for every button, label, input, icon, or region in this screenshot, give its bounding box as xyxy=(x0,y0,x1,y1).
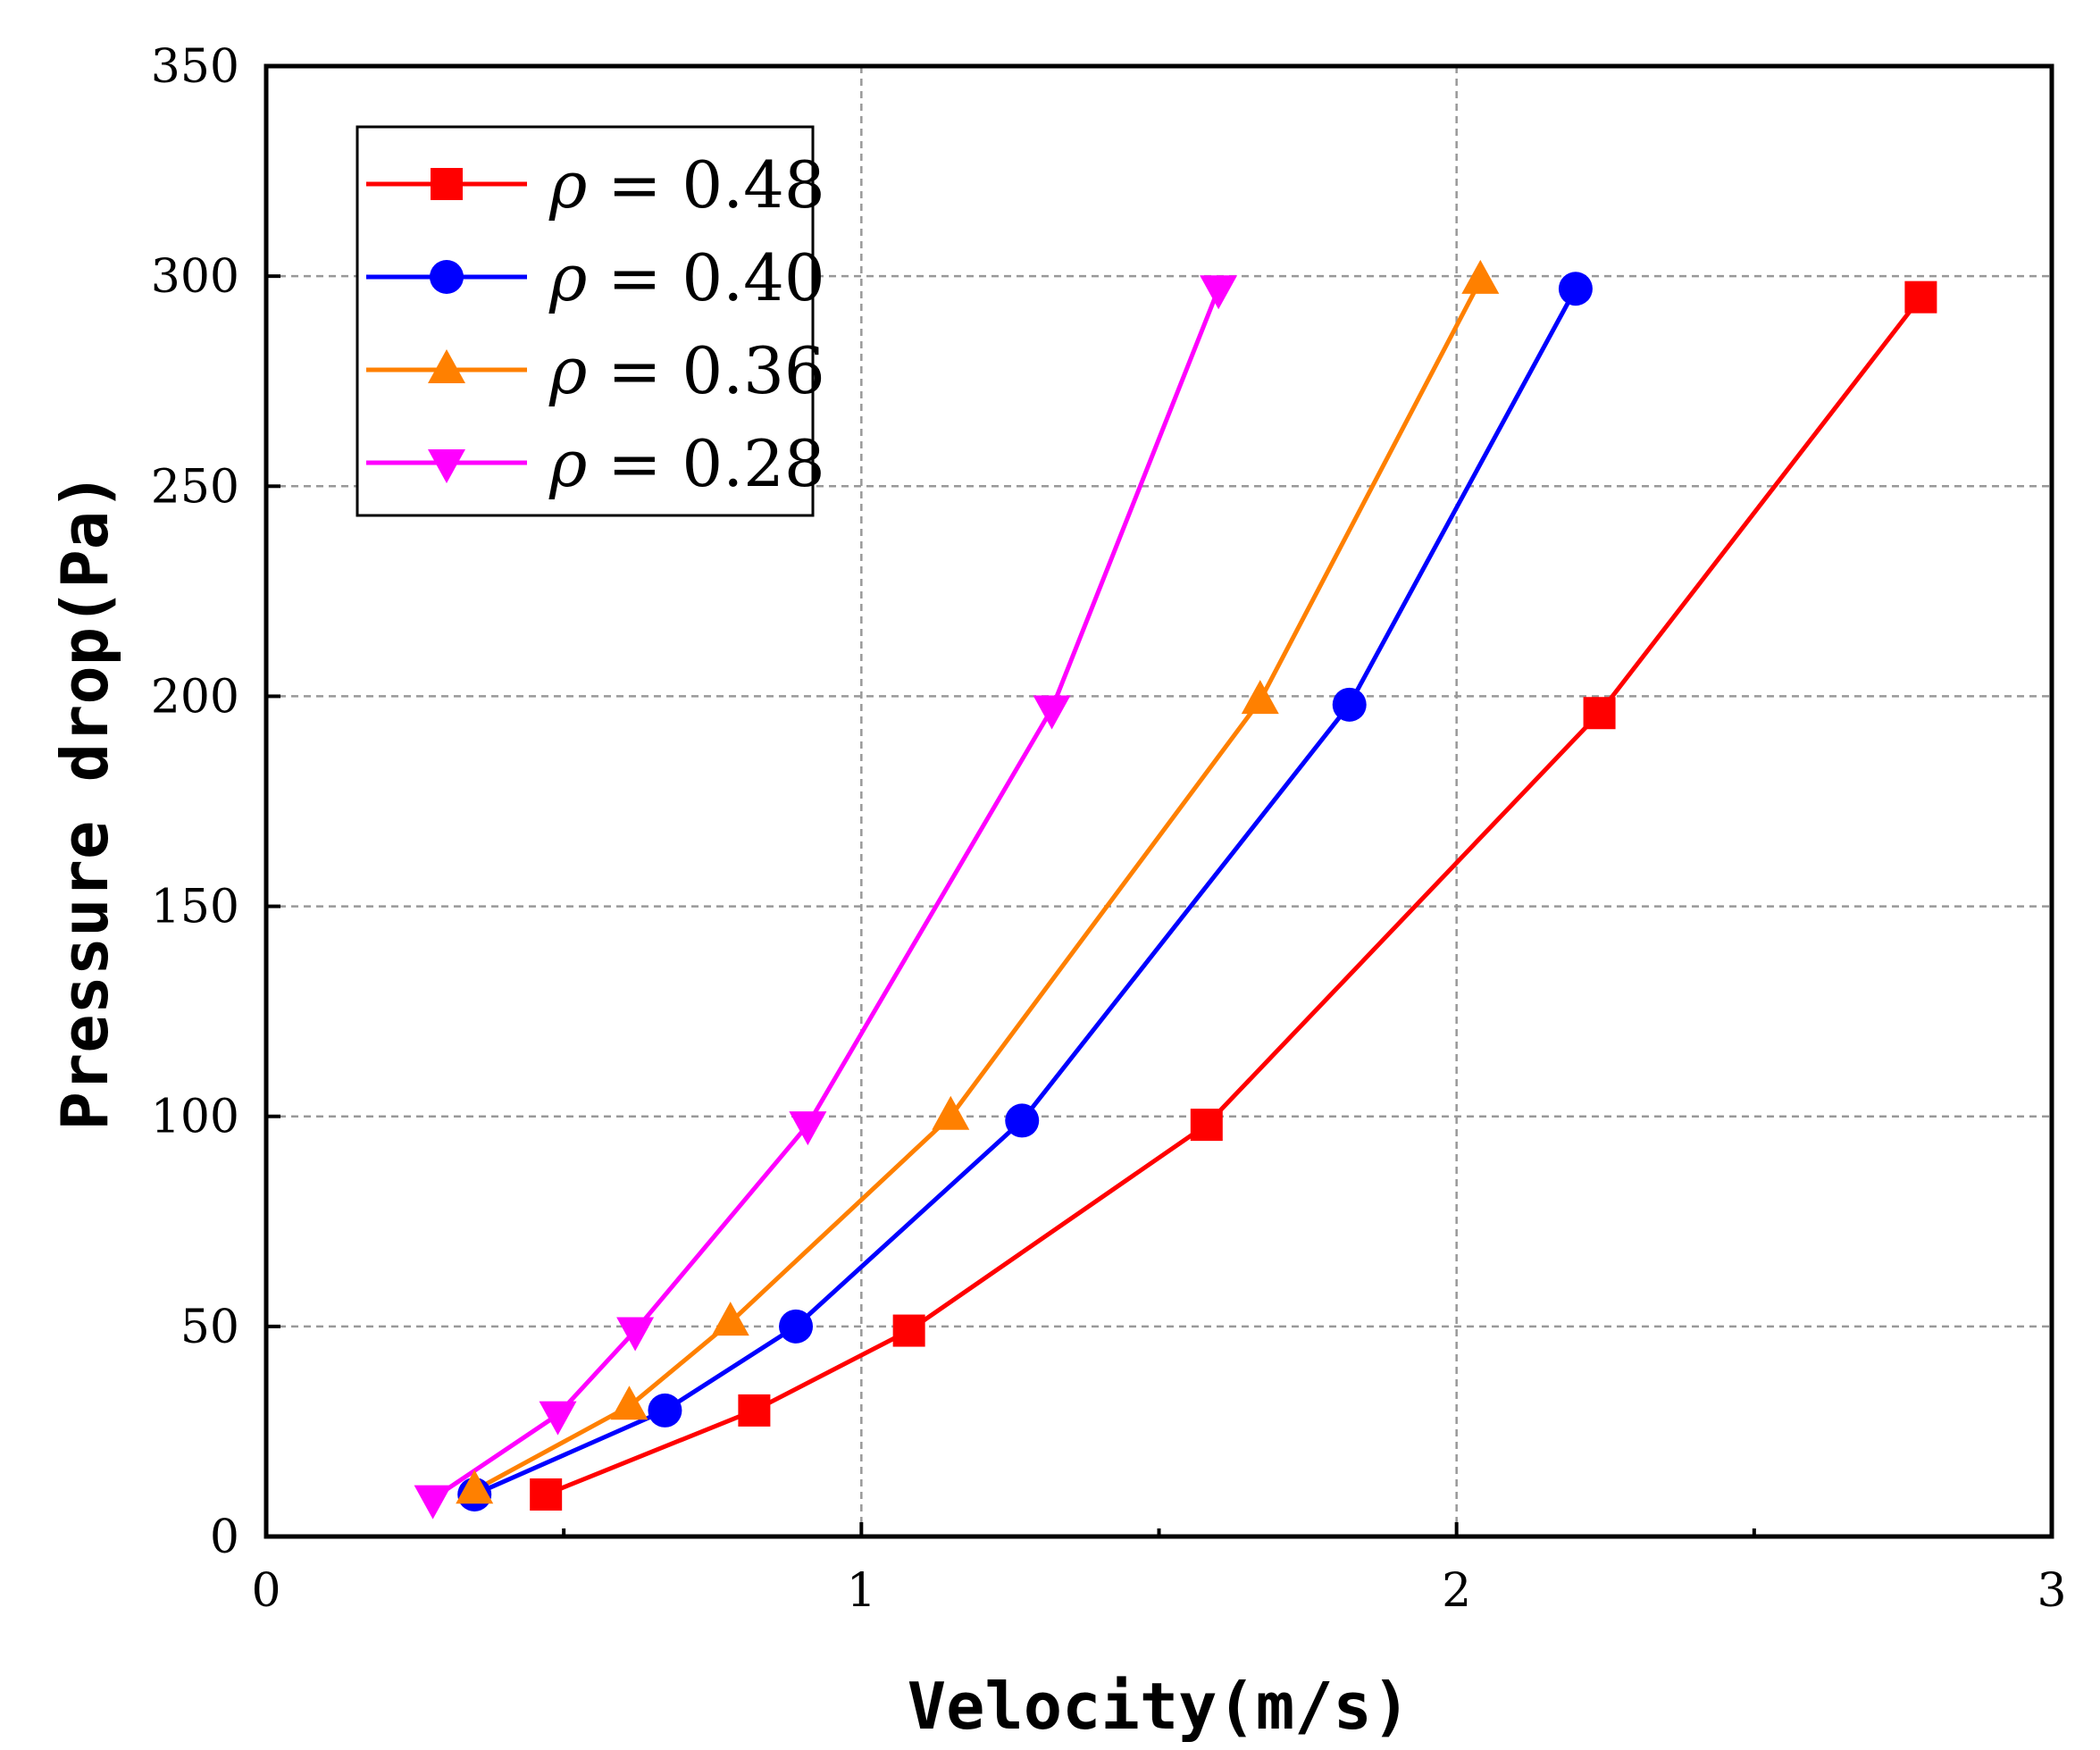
legend-symbol: ρ xyxy=(548,240,587,315)
marker-triangle-up xyxy=(428,349,465,383)
y-axis-title: Pressure drop(Pa) xyxy=(47,473,122,1131)
y-tick-label: 250 xyxy=(151,460,239,514)
marker-square xyxy=(1583,697,1616,730)
legend-symbol: ρ xyxy=(548,426,587,501)
grid-lines xyxy=(266,66,2052,1536)
y-tick-label: 200 xyxy=(151,670,239,724)
marker-triangle-down xyxy=(539,1401,577,1436)
marker-square xyxy=(431,168,463,200)
marker-triangle-up xyxy=(711,1302,749,1336)
x-tick-label: 0 xyxy=(251,1564,280,1618)
marker-triangle-down xyxy=(789,1111,827,1146)
y-tick-label: 350 xyxy=(151,40,239,94)
y-tick-label: 100 xyxy=(151,1091,239,1144)
marker-circle xyxy=(1558,272,1593,306)
x-tick-label: 2 xyxy=(1442,1564,1471,1618)
marker-triangle-up xyxy=(1461,259,1500,294)
legend-label: ρ = 0.40 xyxy=(548,240,825,315)
legend-value: = 0.40 xyxy=(587,240,824,315)
y-tick-label: 150 xyxy=(151,881,239,934)
y-tick-label: 50 xyxy=(180,1301,239,1354)
legend-value: = 0.36 xyxy=(587,333,824,408)
marker-circle xyxy=(779,1309,814,1344)
legend-label: ρ = 0.28 xyxy=(548,426,825,501)
marker-square xyxy=(1904,281,1937,314)
legend: ρ = 0.48ρ = 0.40ρ = 0.36ρ = 0.28 xyxy=(356,125,825,517)
legend-symbol: ρ xyxy=(548,147,587,222)
legend-symbol: ρ xyxy=(548,333,587,408)
marker-triangle-up xyxy=(932,1095,970,1130)
legend-label: ρ = 0.48 xyxy=(548,147,825,222)
plot-frame xyxy=(264,63,2054,1539)
legend-value: = 0.48 xyxy=(587,147,824,222)
marker-square xyxy=(530,1478,563,1511)
legend-label: ρ = 0.36 xyxy=(548,333,825,408)
series-line xyxy=(431,288,1221,1501)
marker-square xyxy=(738,1394,771,1427)
marker-triangle-up xyxy=(610,1386,648,1420)
legend-value: = 0.28 xyxy=(587,426,824,501)
tick-labels: 0 1 2 3 0 50 100 150 200 250 300 350 xyxy=(151,40,2067,1618)
x-tick-label: 1 xyxy=(847,1564,876,1618)
marker-triangle-up xyxy=(1241,680,1279,715)
series-line xyxy=(473,279,1483,1493)
marker-triangle-down xyxy=(616,1317,655,1352)
y-tick-label: 300 xyxy=(151,250,239,304)
marker-circle xyxy=(430,260,464,294)
marker-circle xyxy=(1332,687,1367,722)
marker-triangle-up xyxy=(456,1469,494,1504)
series-line xyxy=(473,288,1578,1497)
series-markers xyxy=(414,259,1937,1520)
marker-triangle-down xyxy=(1200,275,1238,310)
marker-triangle-down xyxy=(428,449,465,483)
marker-triangle-down xyxy=(1033,695,1071,730)
x-tick-label: 3 xyxy=(2037,1564,2066,1618)
marker-circle xyxy=(648,1393,682,1428)
x-axis-title: Velocity(m/s) xyxy=(908,1669,1411,1744)
series-lines xyxy=(431,279,1923,1501)
marker-square xyxy=(1190,1109,1223,1142)
marker-square xyxy=(892,1314,925,1347)
marker-triangle-down xyxy=(414,1485,452,1520)
y-tick-label: 0 xyxy=(210,1511,239,1564)
series-line xyxy=(545,296,1923,1497)
marker-circle xyxy=(1005,1103,1040,1138)
